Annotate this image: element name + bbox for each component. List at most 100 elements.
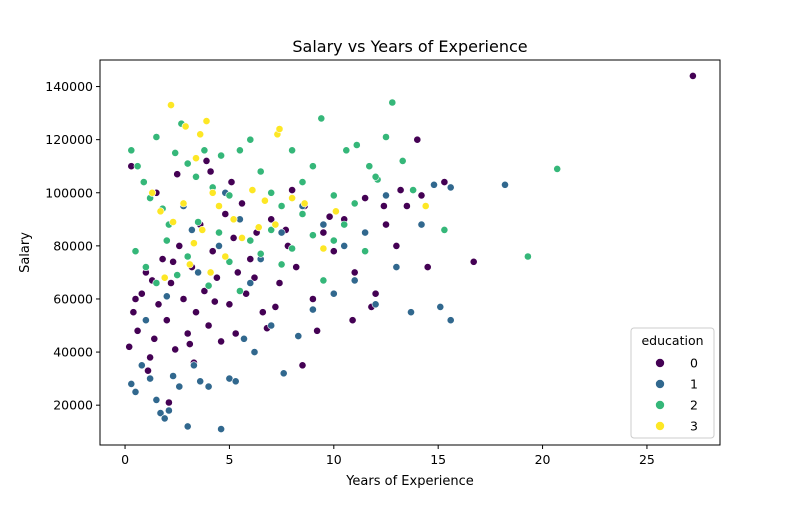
data-point-edu-1 bbox=[446, 183, 455, 192]
data-point-edu-0 bbox=[313, 326, 321, 335]
data-point-edu-3 bbox=[196, 130, 205, 139]
data-point-edu-1 bbox=[160, 414, 169, 423]
data-point-edu-0 bbox=[298, 361, 307, 370]
data-point-edu-3 bbox=[331, 207, 340, 216]
y-tick-label: 20000 bbox=[53, 398, 93, 413]
data-point-edu-3 bbox=[179, 199, 188, 208]
chart-title: Salary vs Years of Experience bbox=[292, 37, 527, 56]
x-tick-label: 25 bbox=[639, 452, 655, 467]
data-point-edu-3 bbox=[148, 188, 157, 197]
data-point-edu-2 bbox=[277, 202, 286, 210]
data-point-edu-1 bbox=[183, 422, 192, 431]
data-point-edu-1 bbox=[294, 332, 303, 340]
y-axis: 20000 40000 60000 80000 100000 120000 140000 bbox=[45, 79, 100, 413]
data-point-edu-1 bbox=[308, 305, 317, 314]
data-point-edu-3 bbox=[275, 125, 284, 133]
data-point-edu-0 bbox=[129, 308, 138, 317]
legend-label-3: 3 bbox=[690, 419, 698, 434]
data-point-edu-0 bbox=[275, 279, 284, 287]
legend-marker-2 bbox=[655, 400, 665, 410]
data-point-edu-0 bbox=[325, 212, 334, 221]
data-point-edu-1 bbox=[231, 377, 240, 386]
y-tick-label: 60000 bbox=[53, 291, 93, 306]
data-point-edu-1 bbox=[277, 228, 286, 237]
data-point-edu-0 bbox=[392, 241, 401, 250]
data-point-edu-2 bbox=[171, 148, 180, 157]
data-point-edu-1 bbox=[162, 292, 171, 301]
data-point-edu-0 bbox=[308, 295, 317, 303]
legend-label-1: 1 bbox=[690, 377, 698, 392]
data-point-edu-2 bbox=[225, 257, 234, 266]
data-point-edu-0 bbox=[440, 178, 449, 186]
data-point-edu-0 bbox=[329, 247, 338, 256]
data-point-edu-1 bbox=[164, 406, 173, 415]
data-point-edu-1 bbox=[127, 379, 136, 388]
data-point-edu-0 bbox=[171, 345, 180, 354]
data-point-edu-0 bbox=[250, 273, 259, 282]
data-point-edu-2 bbox=[350, 199, 359, 208]
data-point-edu-1 bbox=[215, 241, 223, 250]
data-point-edu-1 bbox=[196, 377, 205, 386]
plot-frame bbox=[99, 59, 721, 446]
data-point-edu-3 bbox=[192, 154, 200, 163]
data-point-edu-0 bbox=[382, 220, 390, 229]
legend-label-0: 0 bbox=[690, 356, 698, 371]
legend-marker-0 bbox=[655, 358, 665, 368]
data-point-edu-2 bbox=[192, 172, 200, 181]
data-point-edu-1 bbox=[175, 382, 184, 391]
data-point-edu-2 bbox=[365, 162, 374, 171]
data-point-edu-0 bbox=[229, 233, 238, 242]
data-point-edu-2 bbox=[361, 247, 369, 256]
legend-marker-1 bbox=[655, 379, 665, 389]
data-point-edu-2 bbox=[256, 167, 265, 176]
data-point-edu-0 bbox=[258, 308, 267, 317]
data-point-edu-2 bbox=[382, 133, 390, 141]
data-point-edu-0 bbox=[413, 135, 422, 144]
data-point-edu-1 bbox=[279, 369, 288, 378]
data-point-edu-0 bbox=[164, 398, 173, 407]
data-point-edu-2 bbox=[204, 281, 213, 290]
data-point-edu-2 bbox=[288, 146, 296, 155]
data-point-edu-0 bbox=[175, 241, 184, 250]
data-point-edu-0 bbox=[227, 178, 236, 186]
data-point-edu-2 bbox=[131, 247, 140, 256]
data-point-edu-2 bbox=[277, 260, 286, 269]
data-point-edu-0 bbox=[169, 257, 177, 266]
data-point-edu-2 bbox=[162, 236, 171, 245]
data-point-edu-2 bbox=[246, 236, 255, 245]
y-axis-label: Salary bbox=[18, 232, 33, 273]
data-point-edu-3 bbox=[181, 122, 190, 131]
data-point-edu-0 bbox=[131, 295, 140, 303]
data-point-edu-0 bbox=[231, 329, 240, 338]
data-point-edu-1 bbox=[382, 191, 390, 200]
data-point-edu-1 bbox=[240, 334, 248, 343]
data-point-edu-1 bbox=[350, 276, 359, 285]
data-point-edu-0 bbox=[154, 300, 163, 309]
y-tick-label: 40000 bbox=[53, 345, 93, 360]
legend-label-2: 2 bbox=[690, 398, 698, 413]
data-point-edu-3 bbox=[189, 239, 198, 248]
data-point-edu-0 bbox=[162, 316, 171, 325]
data-point-edu-3 bbox=[206, 268, 215, 277]
y-tick-label: 120000 bbox=[45, 132, 93, 147]
x-axis-label: Years of Experience bbox=[345, 474, 474, 489]
data-point-edu-1 bbox=[392, 263, 401, 271]
data-point-edu-2 bbox=[308, 231, 317, 240]
data-point-edu-0 bbox=[146, 353, 154, 362]
data-point-edu-3 bbox=[202, 117, 211, 125]
data-point-edu-3 bbox=[167, 101, 175, 109]
data-point-edu-0 bbox=[217, 337, 225, 346]
data-point-edu-2 bbox=[342, 146, 351, 155]
data-point-edu-2 bbox=[141, 263, 150, 271]
data-point-edu-2 bbox=[235, 146, 244, 155]
data-point-edu-0 bbox=[348, 316, 357, 325]
data-point-edu-0 bbox=[212, 273, 221, 282]
data-point-edu-0 bbox=[179, 295, 188, 303]
data-point-edu-0 bbox=[361, 194, 369, 202]
data-point-edu-2 bbox=[440, 225, 449, 234]
data-point-edu-0 bbox=[173, 170, 182, 179]
data-point-edu-1 bbox=[156, 409, 165, 417]
data-point-edu-2 bbox=[246, 135, 255, 144]
data-point-edu-2 bbox=[127, 146, 136, 155]
